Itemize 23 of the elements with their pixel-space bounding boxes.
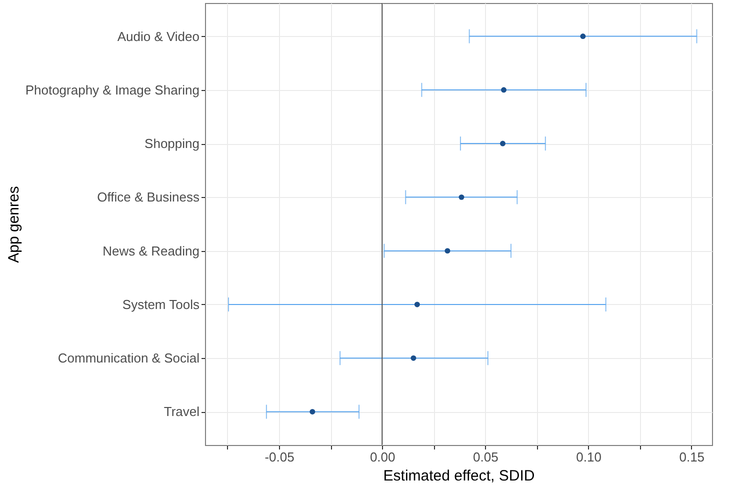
x-axis-title: Estimated effect, SDID — [383, 468, 535, 484]
x-tick-label: 0.05 — [473, 450, 498, 464]
point — [444, 248, 450, 254]
point — [414, 302, 420, 308]
y-tick-label: Audio & Video — [117, 28, 200, 44]
y-tick-label: Shopping — [144, 136, 200, 152]
y-tick-label: News & Reading — [102, 243, 200, 258]
y-tick-label: Office & Business — [97, 190, 200, 205]
point — [501, 87, 506, 93]
x-tick-label: -0.05 — [264, 450, 294, 464]
point — [410, 355, 416, 361]
y-tick-label: Communication & Social — [58, 350, 200, 366]
y-tick-label: Travel — [164, 404, 200, 420]
x-tick-label: 0.10 — [576, 450, 602, 464]
x-tick-label: 0.15 — [679, 450, 705, 464]
point — [458, 194, 464, 200]
point — [500, 140, 506, 146]
point — [310, 409, 316, 414]
y-tick-label: System Tools — [122, 296, 200, 312]
y-tick-label: Photography & Image Sharing — [25, 82, 200, 98]
x-tick-label: 0.00 — [370, 450, 396, 464]
y-axis-title: App genres — [5, 186, 22, 263]
point — [580, 34, 586, 39]
